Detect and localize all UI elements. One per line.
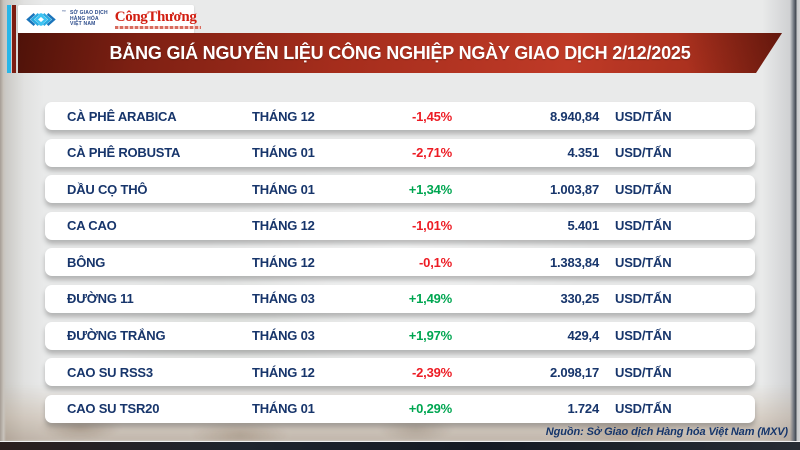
table-row: ĐƯỜNG TRẮNG THÁNG 03 +1,97% 429,4 USD/TẤN (45, 321, 755, 350)
commodity-name: ĐƯỜNG TRẮNG (67, 328, 166, 344)
change-percent: +0,29% (408, 401, 452, 417)
contract-month: THÁNG 01 (252, 145, 315, 161)
table-row: BÔNG THÁNG 12 -0,1% 1.383,84 USD/TẤN (45, 248, 755, 277)
bottom-dark-bar (0, 441, 800, 450)
price-value: 8.940,84 (549, 108, 599, 124)
background-left-photo (0, 0, 44, 450)
title-banner: BẢNG GIÁ NGUYÊN LIỆU CÔNG NGHIỆP NGÀY GI… (18, 33, 782, 73)
change-percent: -1,01% (412, 218, 452, 234)
price-value: 429,4 (567, 328, 599, 344)
price-unit: USD/TẤN (615, 328, 672, 344)
price-unit: USD/TẤN (615, 401, 672, 417)
change-percent: +1,34% (408, 181, 452, 197)
mxv-org-line: VIỆT NAM (70, 21, 96, 28)
price-value: 4.351 (567, 145, 599, 161)
price-unit: USD/TẤN (615, 291, 672, 307)
change-percent: +1,49% (408, 291, 452, 307)
price-value: 2.098,17 (549, 364, 599, 380)
commodity-name: CÀ PHÊ ARABICA (67, 108, 177, 124)
commodity-name: CAO SU RSS3 (67, 364, 153, 380)
contract-month: THÁNG 01 (252, 401, 315, 417)
change-percent: +1,97% (408, 328, 452, 344)
price-unit: USD/TẤN (615, 254, 672, 270)
mxv-org-line: SỞ GIAO DỊCH (70, 10, 108, 17)
page-title: BẢNG GIÁ NGUYÊN LIỆU CÔNG NGHIỆP NGÀY GI… (109, 42, 691, 63)
commodity-name: CÀ PHÊ ROBUSTA (67, 145, 181, 161)
accent-stripe-maroon (12, 5, 16, 73)
change-percent: -2,71% (412, 145, 452, 161)
change-percent: -2,39% (412, 364, 452, 380)
commodity-name: CAO SU TSR20 (67, 401, 160, 417)
contract-month: THÁNG 01 (252, 181, 315, 197)
commodity-name: CA CAO (67, 218, 117, 234)
table-row: ĐƯỜNG 11 THÁNG 03 +1,49% 330,25 USD/TẤN (45, 284, 755, 313)
table-row: DẦU CỌ THÔ THÁNG 01 +1,34% 1.003,87 USD/TẤN (45, 175, 755, 204)
price-unit: USD/TẤN (615, 108, 672, 124)
congthuong-tagline-strip (114, 26, 201, 29)
contract-month: THÁNG 03 (252, 328, 315, 344)
left-edge-border (0, 0, 6, 450)
change-percent: -0,1% (419, 254, 452, 270)
price-unit: USD/TẤN (615, 145, 672, 161)
congthuong-masthead: CôngThương (114, 9, 197, 25)
contract-month: THÁNG 12 (252, 218, 315, 234)
mxv-org-name: SỞ GIAO DỊCH HÀNG HÓA VIỆT NAM (70, 10, 108, 28)
mxv-chevrons-icon (26, 13, 56, 26)
table-row: CAO SU RSS3 THÁNG 12 -2,39% 2.098,17 USD/TẤN (45, 358, 755, 387)
commodity-name: DẦU CỌ THÔ (67, 181, 148, 197)
price-value: 330,25 (560, 291, 599, 307)
price-value: 1.003,87 (549, 181, 599, 197)
price-table: CÀ PHÊ ARABICA THÁNG 12 -1,45% 8.940,84 USD/… (45, 102, 755, 423)
change-percent: -1,45% (412, 108, 452, 124)
commodity-name: ĐƯỜNG 11 (67, 291, 134, 307)
contract-month: THÁNG 03 (252, 291, 315, 307)
price-unit: USD/TẤN (615, 218, 672, 234)
contract-month: THÁNG 12 (252, 254, 315, 270)
mxv-org-line: HÀNG HÓA (70, 15, 99, 22)
price-unit: USD/TẤN (615, 364, 672, 380)
right-edge-border (790, 0, 800, 450)
price-unit: USD/TẤN (615, 181, 672, 197)
contract-month: THÁNG 12 (252, 364, 315, 380)
price-value: 1.724 (567, 401, 599, 417)
congthuong-logo: CôngThương (114, 9, 201, 29)
table-row: CAO SU TSR20 THÁNG 01 +0,29% 1.724 USD/TẤN (45, 394, 755, 423)
table-row: CÀ PHÊ ROBUSTA THÁNG 01 -2,71% 4.351 USD/TẤN (45, 138, 755, 167)
logo-box: ™ SỞ GIAO DỊCH HÀNG HÓA VIỆT NAM CôngThư… (18, 5, 201, 34)
commodity-name: BÔNG (67, 254, 106, 270)
contract-month: THÁNG 12 (252, 108, 315, 124)
table-row: CA CAO THÁNG 12 -1,01% 5.401 USD/TẤN (45, 211, 755, 240)
accent-stripe-cyan (7, 5, 11, 73)
price-value: 5.401 (567, 218, 599, 234)
price-value: 1.383,84 (549, 254, 599, 270)
source-credit: Nguồn: Sở Giao dịch Hàng hóa Việt Nam (M… (545, 426, 788, 438)
trademark-mark: ™ (62, 9, 66, 14)
table-row: CÀ PHÊ ARABICA THÁNG 12 -1,45% 8.940,84 USD/… (45, 102, 755, 130)
